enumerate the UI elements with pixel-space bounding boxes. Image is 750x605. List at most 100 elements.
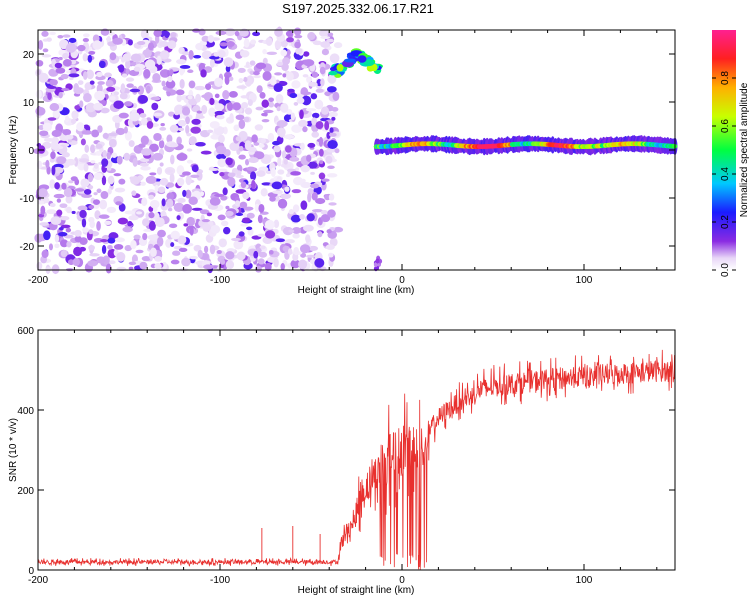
spectrogram-cell	[225, 157, 233, 166]
spectrogram-cell	[219, 42, 228, 47]
spectrogram-cell	[318, 29, 330, 37]
spectrogram-cell	[329, 127, 334, 134]
spectrogram-cell	[292, 204, 300, 213]
spectrogram-cell	[88, 50, 96, 55]
spectrogram-cell	[273, 83, 283, 93]
spectrogram-cell	[142, 233, 148, 241]
spectrogram-cell	[59, 215, 70, 221]
spectrogram-cell	[176, 177, 185, 187]
spectrogram-cell	[256, 170, 266, 177]
spectrogram-cell	[65, 158, 76, 166]
spectrogram-cell	[272, 78, 277, 86]
spectrogram-cell	[128, 261, 137, 266]
spectrogram-cell	[179, 78, 185, 89]
spectrogram-cell	[257, 258, 265, 265]
spectrogram-cell	[133, 234, 141, 240]
spectrogram-cell	[191, 164, 199, 173]
spectrogram-cell	[256, 85, 263, 94]
spectrogram-cell	[169, 69, 174, 76]
spectrogram-cell	[193, 54, 202, 59]
spectrogram-cell	[250, 39, 257, 45]
spectrogram-cell	[52, 109, 60, 119]
spectrogram-cell	[102, 150, 107, 158]
spectrogram-cell	[257, 214, 263, 224]
spectrogram-cell	[231, 167, 239, 175]
spectrogram-cell	[291, 226, 302, 234]
spectrogram-cell	[260, 138, 266, 144]
spectrogram-cell	[140, 135, 149, 146]
spectrogram-cell	[93, 163, 99, 169]
spectrogram-cell	[225, 205, 230, 210]
spectrogram-cell	[80, 138, 86, 146]
spectrogram-cell	[243, 76, 248, 82]
spectrogram-ytick-label: 10	[23, 98, 35, 109]
spectrogram-cell	[64, 234, 74, 239]
spectrogram-cell	[293, 101, 299, 106]
spectrogram-cell	[292, 176, 304, 186]
spectrogram-cell	[168, 111, 175, 117]
spectrogram-cell	[202, 223, 211, 232]
spectrogram-cell	[60, 224, 71, 229]
spectrogram-cell	[129, 111, 140, 122]
colorbar-tick-label: 0.6	[720, 119, 731, 133]
spectrogram-cell	[258, 143, 265, 148]
spectrogram-cell	[220, 220, 229, 227]
spectrogram-cell	[294, 34, 303, 39]
spectrogram-x-axis: -200 -100 0 100	[28, 30, 658, 286]
spectrogram-cell	[189, 255, 198, 260]
spectrogram-cell	[324, 120, 330, 131]
colorbar-gradient	[712, 30, 736, 270]
spectrogram-cell	[87, 54, 93, 63]
spectrogram-cell	[43, 230, 51, 241]
spectrogram-cell	[295, 48, 303, 55]
spectrogram-cell	[109, 96, 116, 101]
spectrogram-cell	[102, 132, 109, 140]
spectrogram-cell	[282, 226, 294, 236]
spectrogram-cell	[45, 267, 53, 272]
spectrogram-cell	[100, 190, 109, 199]
spectrogram-cell	[170, 32, 177, 38]
spectrogram-cell	[280, 262, 285, 271]
spectrogram-cell	[264, 219, 275, 230]
spectrogram-cell	[195, 43, 204, 51]
spectrogram-cell	[148, 212, 155, 219]
spectrogram-cell	[327, 252, 334, 258]
spectrogram-cell	[259, 245, 266, 250]
spectrogram-cell	[95, 143, 103, 149]
spectrogram-cell	[306, 213, 315, 222]
spectrogram-cell	[92, 199, 101, 206]
spectrogram-cell	[126, 83, 134, 88]
spectrogram-cell	[170, 242, 175, 248]
spectrogram-cell	[276, 106, 281, 112]
spectrogram-cell	[94, 210, 101, 220]
spectrogram-cell	[78, 158, 90, 163]
spectrogram-cell	[35, 106, 46, 116]
spectrogram-cell	[220, 195, 228, 201]
spectrogram-cell	[220, 258, 226, 265]
spectrogram-cell	[93, 102, 104, 111]
spectrogram-cell	[311, 131, 320, 138]
spectrogram-cell	[89, 220, 96, 229]
spectrogram-cell	[254, 203, 260, 212]
spectrogram-ytick-label: -20	[20, 242, 35, 253]
spectrogram-cell	[165, 79, 176, 89]
spectrogram-cell	[122, 226, 133, 233]
spectrogram-cell	[209, 197, 221, 206]
spectrogram-cell	[319, 160, 324, 165]
spectrogram-cell	[68, 37, 77, 43]
spectrogram-cell	[88, 229, 94, 235]
spectrogram-cell	[166, 134, 173, 143]
spectrogram-cell	[307, 32, 316, 41]
spectrogram-cell	[42, 48, 49, 53]
spectrogram-cell	[128, 215, 139, 221]
spectrogram-cell	[114, 237, 125, 243]
spectrogram-cell	[123, 126, 128, 134]
spectrogram-cell	[186, 148, 193, 152]
spectrogram-cell	[177, 127, 185, 132]
spectrogram-cell	[318, 136, 324, 147]
spectrogram-cell	[191, 118, 201, 125]
spectrogram-cell	[157, 229, 166, 238]
spectrogram-cell	[51, 264, 60, 275]
snr-ylabel: SNR (10 * v/v)	[8, 418, 19, 482]
spectrogram-cell	[320, 210, 329, 215]
